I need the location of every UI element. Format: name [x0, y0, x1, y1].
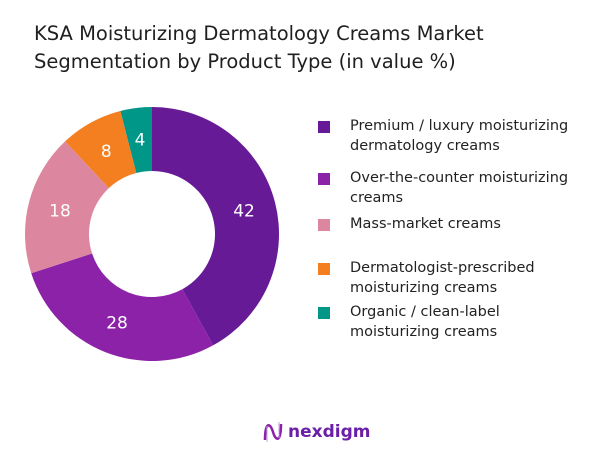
legend-label: Organic / clean-label moisturizing cream… [350, 304, 500, 340]
legend-label: Mass-market creams [350, 216, 501, 232]
data-label: 28 [106, 313, 128, 333]
slice-0 [152, 107, 279, 346]
legend-swatch [318, 121, 330, 133]
nexdigm-logo-icon [263, 422, 283, 442]
legend-label: Dermatologist-prescribed moisturizing cr… [350, 260, 535, 296]
legend-label: Over-the-counter moisturizing creams [350, 170, 569, 206]
data-label: 18 [49, 201, 71, 221]
chart-title: KSA Moisturizing Dermatology Creams Mark… [34, 22, 484, 73]
legend-label: Premium / luxury moisturizing dermatolog… [350, 118, 569, 154]
legend-swatch [318, 307, 330, 319]
slice-4 [120, 107, 152, 173]
slice-1 [31, 253, 214, 361]
data-label: 4 [135, 131, 146, 151]
data-label: 8 [101, 142, 112, 162]
slice-3 [65, 110, 137, 189]
legend-swatch [318, 173, 330, 185]
data-label: 42 [233, 201, 255, 221]
brand-name: nexdigm [288, 422, 371, 442]
slice-2 [25, 141, 109, 274]
brand-logo: nexdigm [262, 420, 370, 444]
legend-swatch [318, 219, 330, 231]
legend-swatch [318, 263, 330, 275]
